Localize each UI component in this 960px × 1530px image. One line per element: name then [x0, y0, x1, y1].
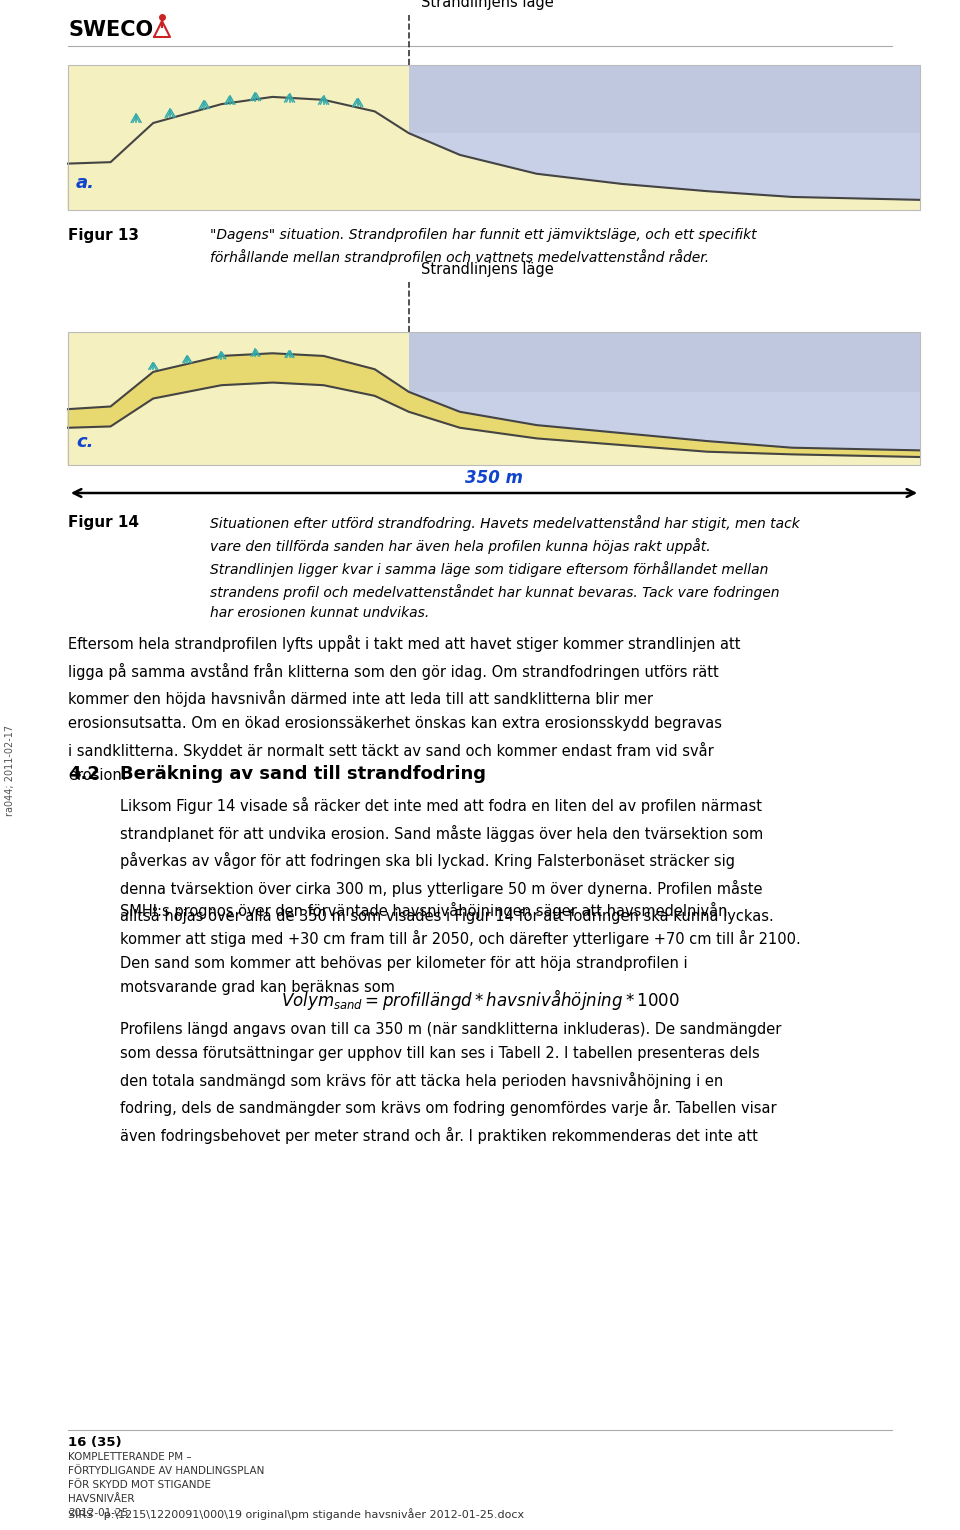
Text: KOMPLETTERANDE PM –
FÖRTYDLIGANDE AV HANDLINGSPLAN
FÖR SKYDD MOT STIGANDE
HAVSNI: KOMPLETTERANDE PM – FÖRTYDLIGANDE AV HAN… [68, 1452, 264, 1518]
Text: Figur 14: Figur 14 [68, 516, 139, 529]
Bar [68, 64, 920, 210]
Polygon shape [68, 96, 920, 210]
Polygon shape [68, 353, 920, 457]
Polygon shape [409, 392, 920, 450]
Bar [409, 64, 920, 210]
Text: Liksom Figur 14 visade så räcker det inte med att fodra en liten del av profilen: Liksom Figur 14 visade så räcker det int… [120, 797, 774, 924]
Text: Eftersom hela strandprofilen lyfts uppåt i takt med att havet stiger kommer stra: Eftersom hela strandprofilen lyfts uppåt… [68, 635, 740, 783]
Text: Situationen efter utförd strandfodring. Havets medelvattenstånd har stigit, men : Situationen efter utförd strandfodring. … [210, 516, 800, 620]
Text: ra044; 2011-02-17: ra044; 2011-02-17 [5, 724, 15, 815]
Bar [409, 64, 920, 133]
Text: Strandlinjens läge: Strandlinjens läge [420, 0, 554, 11]
Text: SWECO: SWECO [68, 20, 154, 40]
Polygon shape [409, 133, 920, 200]
Text: 350 m: 350 m [465, 470, 523, 487]
Text: Strandlinjens läge: Strandlinjens läge [420, 262, 554, 277]
Text: SMHI:s prognos över den förväntade havsnivåhöjningen säger att havsmedelnivån
ko: SMHI:s prognos över den förväntade havsn… [120, 903, 801, 994]
Bar [409, 332, 920, 392]
Bar [68, 64, 920, 210]
Text: "Dagens" situation. Strandprofilen har funnit ett jämviktsläge, och ett specifik: "Dagens" situation. Strandprofilen har f… [210, 228, 756, 265]
Text: 16 (35): 16 (35) [68, 1437, 122, 1449]
Text: c.: c. [76, 433, 93, 451]
Bar [68, 332, 920, 465]
Text: Figur 13: Figur 13 [68, 228, 139, 243]
Text: Beräkning av sand till strandfodring: Beräkning av sand till strandfodring [120, 765, 486, 783]
Polygon shape [68, 382, 920, 465]
Text: Profilens längd angavs ovan till ca 350 m (när sandklitterna inkluderas). De san: Profilens längd angavs ovan till ca 350 … [120, 1022, 781, 1143]
Bar [68, 332, 920, 465]
Text: $\mathit{Volym}_{\mathit{sand}} = \mathit{profillängd} * \mathit{havsnivåhöjning: $\mathit{Volym}_{\mathit{sand}} = \mathi… [280, 987, 680, 1011]
Text: a.: a. [76, 174, 95, 191]
Text: SIRS   p:\1215\1220091\000\19 original\pm stigande havsnivåer 2012-01-25.docx: SIRS p:\1215\1220091\000\19 original\pm … [68, 1509, 524, 1519]
Text: 4.2: 4.2 [68, 765, 100, 783]
Bar [409, 332, 920, 465]
